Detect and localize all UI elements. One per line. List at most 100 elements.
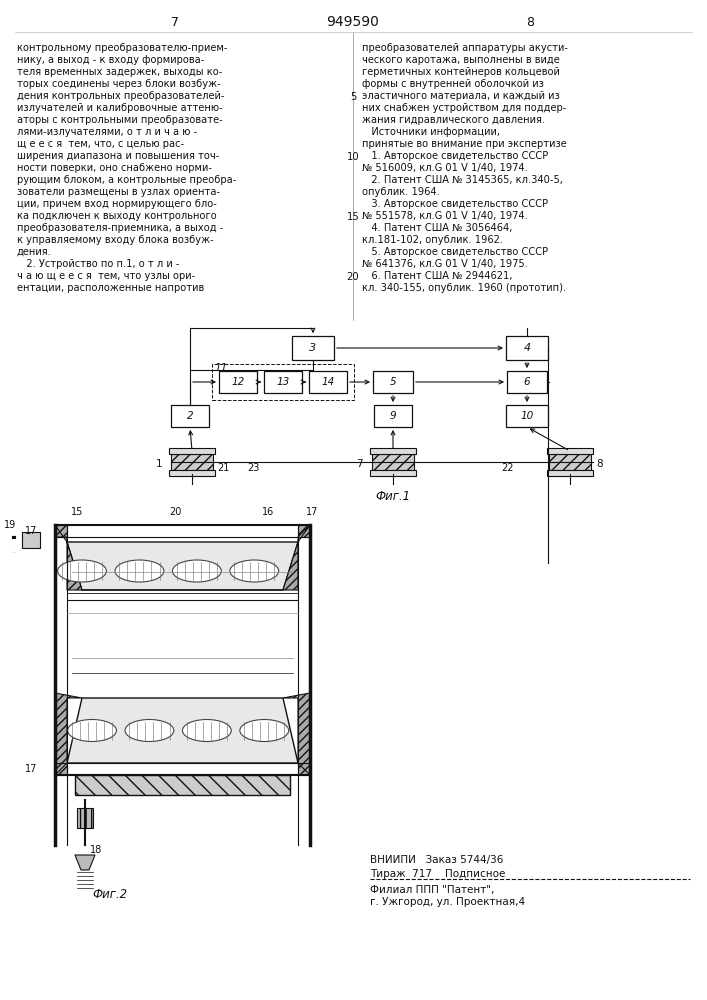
Bar: [506, 405, 548, 427]
Text: 15: 15: [71, 507, 83, 517]
Text: Филиал ППП "Патент",: Филиал ППП "Патент",: [370, 885, 494, 895]
Text: теля временных задержек, выходы ко-: теля временных задержек, выходы ко-: [17, 67, 223, 77]
Text: 22: 22: [502, 463, 514, 473]
Text: формы с внутренней оболочкой из: формы с внутренней оболочкой из: [362, 79, 544, 89]
Ellipse shape: [240, 720, 288, 742]
Text: ч а ю щ е е с я  тем, что узлы ори-: ч а ю щ е е с я тем, что узлы ори-: [17, 271, 195, 281]
Text: 23: 23: [247, 463, 259, 473]
Text: 7: 7: [356, 459, 363, 469]
Text: № 516009, кл.G 01 V 1/40, 1974.: № 516009, кл.G 01 V 1/40, 1974.: [362, 163, 527, 173]
Text: эластичного материала, и каждый из: эластичного материала, и каждый из: [362, 91, 560, 101]
Text: 10: 10: [346, 152, 359, 162]
Bar: [22, 532, 40, 548]
Text: 9: 9: [390, 411, 397, 421]
Text: преобразователя-приемника, а выход -: преобразователя-приемника, а выход -: [17, 223, 223, 233]
Bar: [55, 525, 67, 537]
Polygon shape: [283, 693, 310, 775]
Bar: [77, 808, 93, 828]
Bar: [55, 763, 67, 775]
Bar: [169, 470, 215, 476]
Text: кл.181-102, опублик. 1962.: кл.181-102, опублик. 1962.: [362, 235, 503, 245]
Text: 11: 11: [215, 363, 228, 373]
Text: Источники информации,: Источники информации,: [362, 127, 500, 137]
Bar: [171, 405, 209, 427]
Text: 14: 14: [322, 377, 334, 387]
Text: 17: 17: [306, 507, 318, 517]
Text: г. Ужгород, ул. Проектная,4: г. Ужгород, ул. Проектная,4: [370, 897, 525, 907]
Text: 4. Патент США № 3056464,: 4. Патент США № 3056464,: [362, 223, 513, 233]
Text: торых соединены через блоки возбуж-: торых соединены через блоки возбуж-: [17, 79, 221, 89]
Bar: [171, 454, 213, 470]
Text: 8: 8: [526, 15, 534, 28]
Ellipse shape: [230, 560, 279, 582]
Bar: [370, 448, 416, 454]
Ellipse shape: [173, 560, 221, 582]
Text: ВНИИПИ   Заказ 5744/36: ВНИИПИ Заказ 5744/36: [370, 855, 503, 865]
Text: лями-излучателями, о т л и ч а ю -: лями-излучателями, о т л и ч а ю -: [17, 127, 197, 137]
Text: 1: 1: [156, 459, 162, 469]
Text: 6. Патент США № 2944621,: 6. Патент США № 2944621,: [362, 271, 513, 281]
Bar: [506, 336, 548, 360]
Text: 3: 3: [310, 343, 317, 353]
Ellipse shape: [115, 560, 164, 582]
Text: 12: 12: [231, 377, 245, 387]
Polygon shape: [67, 542, 298, 590]
Text: 2: 2: [187, 411, 193, 421]
Text: 21: 21: [217, 463, 229, 473]
Text: 6: 6: [524, 377, 530, 387]
Bar: [212, 364, 354, 400]
Text: дения контрольных преобразователей-: дения контрольных преобразователей-: [17, 91, 225, 101]
Ellipse shape: [57, 560, 107, 582]
Bar: [547, 470, 593, 476]
Text: 17: 17: [25, 764, 37, 774]
Text: Фиг.1: Фиг.1: [375, 490, 411, 503]
Text: 20: 20: [169, 507, 181, 517]
Bar: [298, 763, 310, 775]
Polygon shape: [75, 855, 95, 870]
Text: принятые во внимание при экспертизе: принятые во внимание при экспертизе: [362, 139, 567, 149]
Bar: [75, 775, 290, 795]
Bar: [264, 371, 302, 393]
Text: герметичных контейнеров кольцевой: герметичных контейнеров кольцевой: [362, 67, 560, 77]
Text: № 551578, кл.G 01 V 1/40, 1974.: № 551578, кл.G 01 V 1/40, 1974.: [362, 211, 527, 221]
Text: 5. Авторское свидетельство СССР: 5. Авторское свидетельство СССР: [362, 247, 548, 257]
Text: опублик. 1964.: опублик. 1964.: [362, 187, 440, 197]
Text: 13: 13: [276, 377, 290, 387]
Text: щ е е с я  тем, что, с целью рас-: щ е е с я тем, что, с целью рас-: [17, 139, 184, 149]
Bar: [549, 454, 591, 470]
Text: 15: 15: [346, 212, 359, 222]
Polygon shape: [283, 525, 310, 590]
Text: них снабжен устройством для поддер-: них снабжен устройством для поддер-: [362, 103, 566, 113]
Bar: [547, 448, 593, 454]
Polygon shape: [67, 698, 298, 763]
Text: рующим блоком, а контрольные преобра-: рующим блоком, а контрольные преобра-: [17, 175, 236, 185]
Text: преобразователей аппаратуры акусти-: преобразователей аппаратуры акусти-: [362, 43, 568, 53]
Text: 4: 4: [523, 343, 530, 353]
Bar: [292, 336, 334, 360]
Ellipse shape: [68, 720, 117, 742]
Text: ческого каротажа, выполнены в виде: ческого каротажа, выполнены в виде: [362, 55, 560, 65]
Bar: [372, 454, 414, 470]
Polygon shape: [55, 525, 82, 590]
Text: 10: 10: [520, 411, 534, 421]
Text: Тираж  717    Подписное: Тираж 717 Подписное: [370, 869, 506, 879]
Text: 16: 16: [262, 507, 274, 517]
Text: № 641376, кл.G 01 V 1/40, 1975.: № 641376, кл.G 01 V 1/40, 1975.: [362, 259, 527, 269]
Text: 17: 17: [25, 526, 37, 536]
Text: 20: 20: [346, 272, 359, 282]
Text: 2. Устройство по п.1, о т л и -: 2. Устройство по п.1, о т л и -: [17, 259, 180, 269]
Bar: [374, 405, 412, 427]
Text: контрольному преобразователю-прием-: контрольному преобразователю-прием-: [17, 43, 228, 53]
Text: аторы с контрольными преобразовате-: аторы с контрольными преобразовате-: [17, 115, 223, 125]
Text: жания гидравлического давления.: жания гидравлического давления.: [362, 115, 545, 125]
Text: 7: 7: [171, 15, 179, 28]
Text: 5: 5: [390, 377, 397, 387]
Bar: [169, 448, 215, 454]
Text: ентации, расположенные напротив: ентации, расположенные напротив: [17, 283, 204, 293]
Text: нику, а выход - к входу формирова-: нику, а выход - к входу формирова-: [17, 55, 204, 65]
Text: ции, причем вход нормирующего бло-: ции, причем вход нормирующего бло-: [17, 199, 217, 209]
Bar: [309, 371, 347, 393]
Bar: [370, 470, 416, 476]
Text: ности поверки, оно снабжено норми-: ности поверки, оно снабжено норми-: [17, 163, 212, 173]
Text: 949590: 949590: [327, 15, 380, 29]
